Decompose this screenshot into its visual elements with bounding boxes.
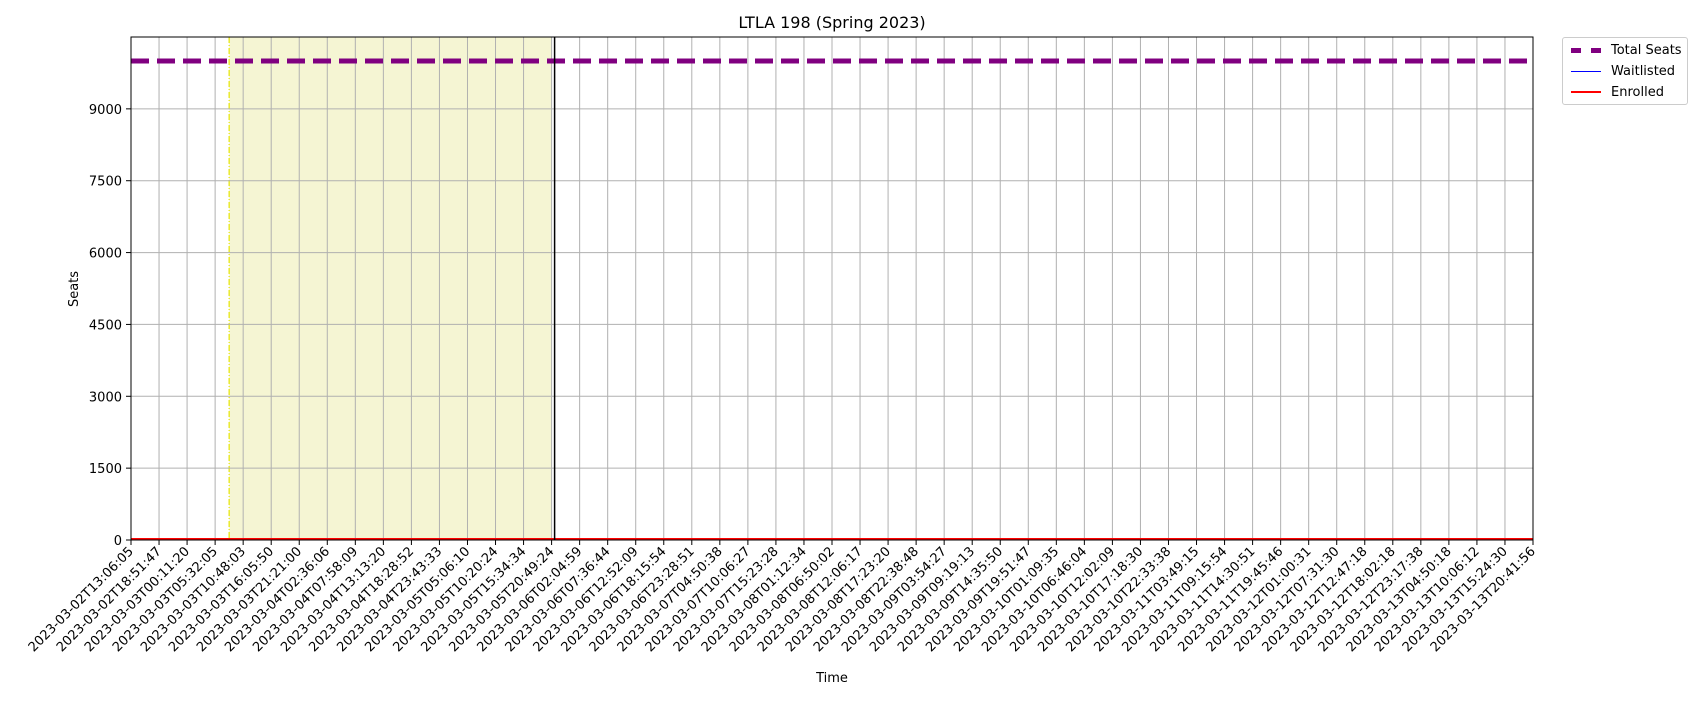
y-axis-label: Seats: [67, 271, 82, 307]
legend-swatch-total-seats: [1571, 47, 1601, 53]
y-tick-label: 4500: [89, 318, 122, 333]
chart-title: LTLA 198 (Spring 2023): [738, 13, 925, 32]
y-tick-label: 3000: [89, 390, 122, 405]
grid-layer: [130, 37, 1534, 541]
legend-label-total-seats: Total Seats: [1611, 42, 1682, 58]
legend-swatch-waitlisted: [1571, 70, 1601, 72]
series-layer: [131, 37, 1533, 540]
highlight-layer: [228, 37, 552, 540]
legend-item-waitlisted: Waitlisted: [1571, 62, 1675, 80]
legend-item-total-seats: Total Seats: [1571, 41, 1682, 59]
y-tick-label: 6000: [89, 247, 122, 262]
y-tick-label: 9000: [89, 103, 122, 118]
x-axis-label: Time: [815, 671, 848, 686]
y-tick-label: 7500: [89, 175, 122, 190]
x-axis: 2023-03-02T13:06:052023-03-02T18:51:4720…: [26, 540, 1539, 655]
legend-item-enrolled: Enrolled: [1571, 83, 1664, 101]
legend: Total Seats Waitlisted Enrolled: [1562, 37, 1688, 105]
legend-label-waitlisted: Waitlisted: [1611, 63, 1676, 79]
legend-swatch-enrolled: [1571, 91, 1601, 93]
legend-label-enrolled: Enrolled: [1611, 84, 1664, 100]
y-tick-label: 1500: [89, 462, 122, 477]
y-axis: 0 1500 3000 4500 6000 7500 9000: [89, 103, 131, 549]
y-tick-label: 0: [114, 534, 122, 549]
highlight-region: [229, 37, 552, 540]
